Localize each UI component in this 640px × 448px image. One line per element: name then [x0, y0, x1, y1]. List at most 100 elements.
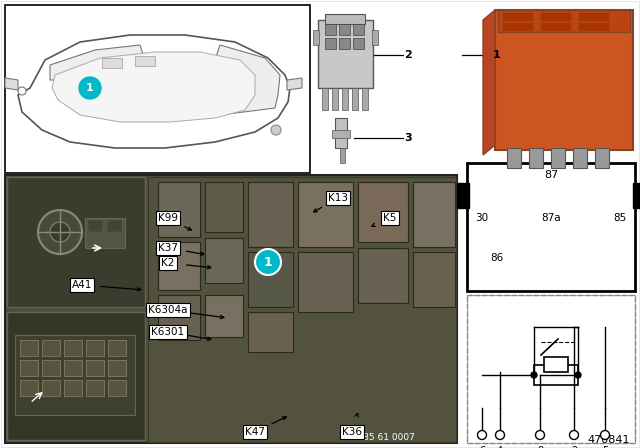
Text: 85: 85 [613, 213, 627, 223]
Circle shape [536, 431, 545, 439]
Bar [579, 23, 609, 31]
Text: 5: 5 [602, 446, 608, 448]
Bar [413, 182, 455, 247]
Bar [20, 340, 38, 356]
Bar [248, 182, 293, 247]
Text: 86: 86 [490, 253, 504, 263]
Circle shape [477, 431, 486, 439]
Text: 6: 6 [479, 446, 485, 448]
Bar [205, 295, 243, 337]
Bar [248, 312, 293, 352]
Bar [353, 24, 364, 35]
Text: K37: K37 [158, 243, 178, 253]
Bar [467, 295, 635, 443]
Text: 4: 4 [497, 446, 503, 448]
Bar [457, 183, 469, 208]
Text: 1: 1 [493, 50, 501, 60]
Bar [148, 177, 456, 442]
Bar [205, 238, 243, 283]
Bar [551, 148, 565, 168]
Bar [342, 88, 348, 110]
Text: 30: 30 [476, 213, 488, 223]
Bar [86, 340, 104, 356]
Circle shape [271, 125, 281, 135]
Text: EO E85 61 0007: EO E85 61 0007 [342, 432, 415, 441]
Bar [318, 20, 373, 88]
Bar [108, 360, 126, 376]
Bar [541, 13, 571, 21]
Circle shape [255, 249, 281, 275]
Bar [358, 182, 408, 242]
Bar [322, 88, 328, 110]
Circle shape [79, 77, 101, 99]
Bar [325, 38, 336, 49]
Text: K36: K36 [342, 427, 362, 437]
Text: K2: K2 [161, 258, 175, 268]
Bar [358, 248, 408, 303]
Circle shape [575, 372, 581, 378]
Bar [325, 24, 336, 35]
Text: 87a: 87a [541, 213, 561, 223]
Polygon shape [5, 78, 18, 90]
Bar [248, 252, 293, 307]
Bar [467, 295, 635, 443]
Bar [86, 360, 104, 376]
Text: 1: 1 [86, 83, 94, 93]
Text: K47: K47 [245, 427, 265, 437]
Polygon shape [52, 52, 255, 122]
Bar [503, 13, 533, 21]
Text: 2: 2 [404, 50, 412, 60]
Bar [42, 380, 60, 396]
Bar [158, 295, 200, 340]
Text: 3: 3 [404, 133, 412, 143]
Bar [332, 88, 338, 110]
Text: A41: A41 [72, 280, 92, 290]
Bar [313, 30, 319, 45]
Bar [573, 148, 587, 168]
Bar [86, 380, 104, 396]
Bar [298, 252, 353, 312]
Bar [503, 23, 533, 31]
Bar [64, 380, 82, 396]
Bar [534, 365, 578, 385]
Bar [88, 220, 103, 232]
Text: 87: 87 [544, 170, 558, 180]
Bar [595, 148, 609, 168]
Bar [102, 58, 122, 68]
Bar [64, 340, 82, 356]
Text: 1: 1 [264, 255, 273, 268]
Circle shape [570, 431, 579, 439]
Bar [42, 340, 60, 356]
Bar [507, 148, 521, 168]
Polygon shape [287, 78, 302, 90]
Bar [298, 182, 353, 247]
Bar [467, 163, 635, 291]
Bar [352, 88, 358, 110]
Bar [362, 88, 368, 110]
Bar [85, 218, 125, 248]
Text: 2: 2 [571, 446, 577, 448]
Bar [108, 340, 126, 356]
Text: K6304a: K6304a [148, 305, 188, 315]
Text: 8: 8 [537, 446, 543, 448]
Circle shape [38, 210, 82, 254]
Bar [413, 252, 455, 307]
Polygon shape [215, 45, 280, 115]
Bar [20, 360, 38, 376]
Polygon shape [483, 10, 495, 155]
Bar [544, 357, 568, 372]
Bar [15, 335, 135, 415]
Bar [339, 38, 350, 49]
Circle shape [18, 87, 26, 95]
Polygon shape [50, 45, 145, 80]
Bar [64, 360, 82, 376]
Circle shape [531, 372, 537, 378]
Bar [20, 380, 38, 396]
Bar [498, 10, 630, 32]
Bar [5, 175, 457, 443]
Bar [332, 130, 350, 138]
Bar [340, 148, 345, 163]
Text: 470841: 470841 [588, 435, 630, 445]
Bar [325, 14, 365, 24]
Bar [353, 38, 364, 49]
